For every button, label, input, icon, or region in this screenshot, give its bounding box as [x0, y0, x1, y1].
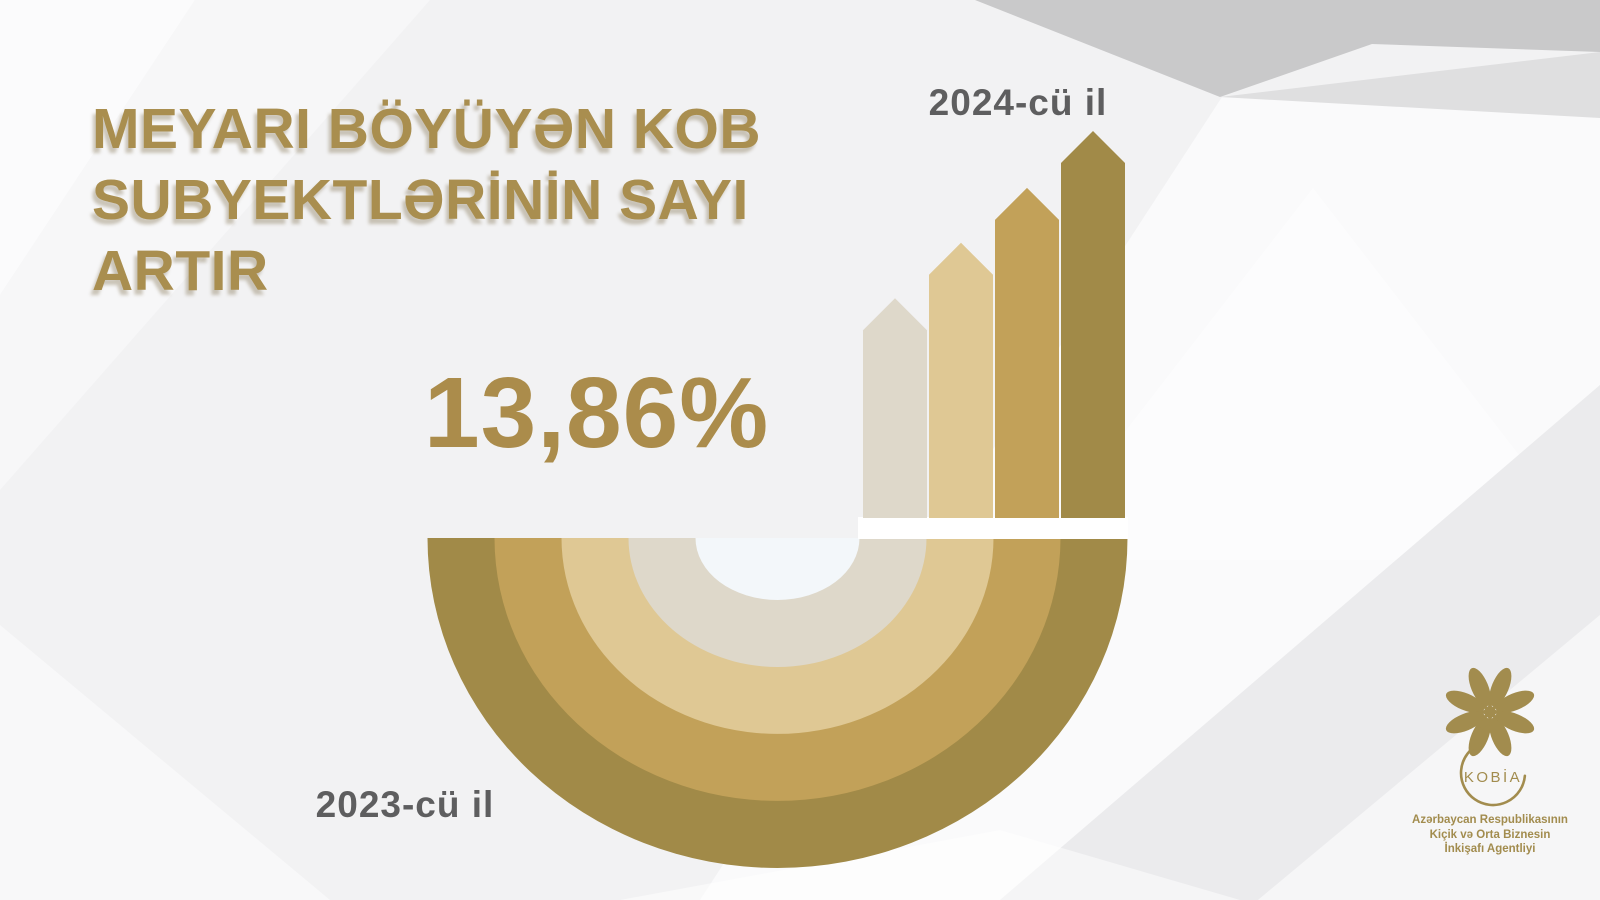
decor-band: [1220, 52, 1600, 118]
logo-star-icon: [1476, 698, 1504, 726]
growth-bar-arrow: [929, 242, 993, 519]
arc-center-hole: [695, 538, 860, 600]
decor-band-dark: [975, 0, 1600, 97]
growth-bars: [863, 131, 1125, 519]
decor-band: [1000, 385, 1600, 900]
decor-band: [0, 0, 430, 490]
logo-caption-line-3: İnkişafı Agentliyi: [1444, 843, 1536, 855]
headline-line-1: MEYARI BÖYÜYƏN KOB: [92, 97, 762, 161]
logo-stem-loop: [1459, 722, 1527, 807]
growth-value: 13,86%: [424, 357, 770, 469]
decor-band: [620, 830, 1240, 900]
logo-flower-petals: [1445, 667, 1535, 757]
logo-caption-line-1: Azərbaycan Respublikasının: [1412, 814, 1568, 826]
headline: MEYARI BÖYÜYƏN KOB SUBYEKTLƏRİNİN SAYI A…: [92, 94, 761, 307]
logo-petal-icon: [1495, 711, 1535, 734]
kobia-logo: KOBİA: [1445, 667, 1535, 807]
logo-petal-icon: [1445, 711, 1485, 734]
logo-petal-icon: [1445, 690, 1485, 713]
logo-wordmark: KOBİA: [1464, 768, 1522, 786]
headline-line-2: SUBYEKTLƏRİNİN SAYI: [92, 168, 749, 232]
logo-petal-icon: [1468, 667, 1491, 707]
growth-bar-arrow: [1061, 131, 1125, 518]
divider-strip: [858, 517, 1128, 539]
growth-bar-arrow: [863, 298, 927, 518]
arc-ring: [628, 538, 927, 667]
headline-line-3: ARTIR: [92, 239, 269, 303]
label-year-2023: 2023-cü il: [315, 784, 495, 825]
logo-caption-line-2: Kiçik və Orta Biznesin: [1429, 828, 1551, 841]
logo-petal-icon: [1489, 717, 1512, 757]
decor-band: [0, 625, 330, 900]
logo-petal-icon: [1489, 667, 1512, 707]
arc-rings: [427, 538, 1128, 868]
logo-petal-icon: [1495, 690, 1535, 713]
label-year-2024: 2024-cü il: [928, 82, 1108, 123]
decor-peak: [1026, 188, 1600, 560]
decor-band: [1258, 615, 1600, 900]
growth-bar-arrow: [995, 187, 1059, 518]
logo-caption: Azərbaycan Respublikasının Kiçik və Orta…: [1370, 813, 1600, 857]
